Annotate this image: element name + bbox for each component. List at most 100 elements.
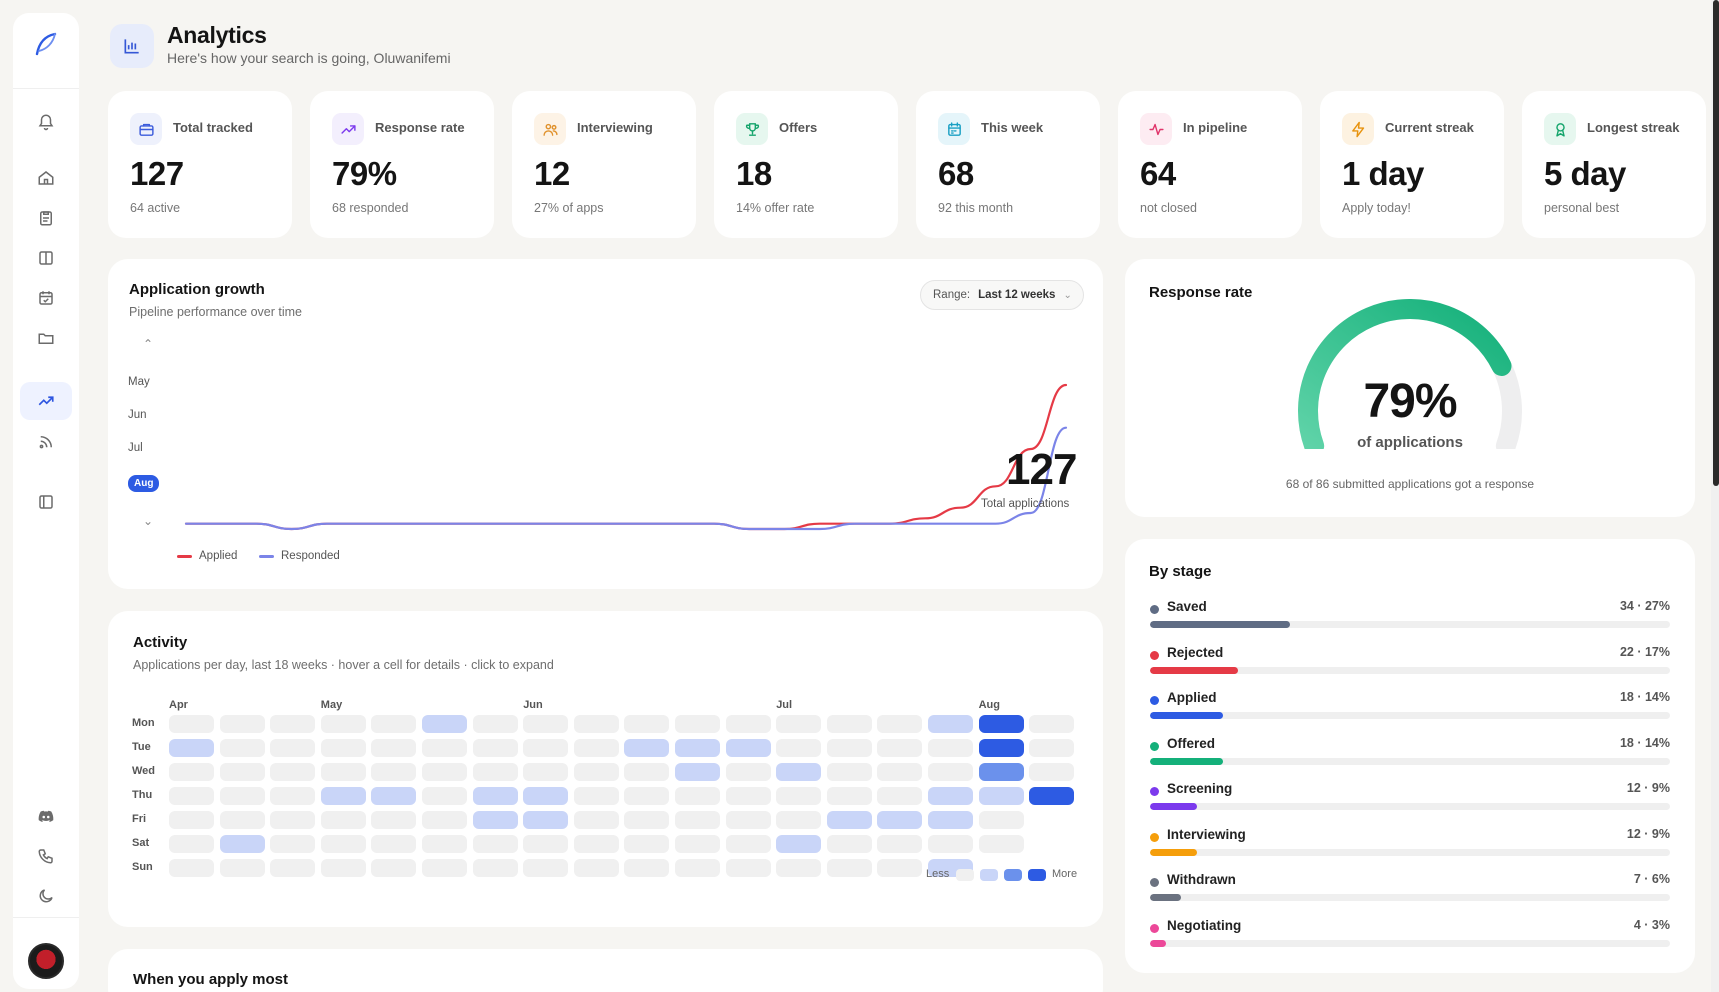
heatmap-cell[interactable] xyxy=(624,787,670,805)
heatmap-cell[interactable] xyxy=(776,811,822,829)
sidebar-item-board[interactable] xyxy=(20,239,72,277)
heatmap-cell[interactable] xyxy=(624,811,670,829)
heatmap-cell[interactable] xyxy=(422,811,467,829)
heatmap-cell[interactable] xyxy=(675,811,720,829)
sidebar-item-analytics[interactable] xyxy=(20,382,72,420)
heatmap-cell[interactable] xyxy=(928,763,973,781)
month-option[interactable]: Jul xyxy=(128,442,143,454)
heatmap-cell[interactable] xyxy=(725,811,771,829)
heatmap-cell[interactable] xyxy=(422,739,467,757)
heatmap-cell[interactable] xyxy=(573,811,619,829)
sidebar-item-home[interactable] xyxy=(20,159,72,197)
stage-row[interactable]: Negotiating 4 · 3% xyxy=(1150,918,1670,958)
heatmap-cell[interactable] xyxy=(523,715,569,733)
heatmap-cell[interactable] xyxy=(624,739,670,757)
heatmap-cell[interactable] xyxy=(624,859,670,877)
range-select[interactable]: Range: Last 12 weeks ⌄ xyxy=(920,280,1084,310)
heatmap-cell[interactable] xyxy=(270,859,316,877)
heatmap-cell[interactable] xyxy=(320,811,366,829)
heatmap-cell[interactable] xyxy=(270,763,316,781)
scrollbar-track[interactable] xyxy=(1711,0,1719,992)
heatmap-cell[interactable] xyxy=(978,835,1024,853)
heatmap-cell[interactable] xyxy=(978,715,1024,733)
heatmap-cell[interactable] xyxy=(472,763,518,781)
heatmap-cell[interactable] xyxy=(371,859,417,877)
heatmap-cell[interactable] xyxy=(371,739,417,757)
heatmap-cell[interactable] xyxy=(877,811,923,829)
heatmap-cell[interactable] xyxy=(978,811,1024,829)
sidebar-item-clipboard[interactable] xyxy=(20,199,72,237)
heatmap-cell[interactable] xyxy=(1029,715,1075,733)
heatmap-cell[interactable] xyxy=(776,859,822,877)
heatmap-cell[interactable] xyxy=(219,835,265,853)
heatmap-cell[interactable] xyxy=(725,715,771,733)
heatmap-cell[interactable] xyxy=(1029,787,1075,805)
heatmap-cell[interactable] xyxy=(573,739,619,757)
heatmap-cell[interactable] xyxy=(472,715,518,733)
heatmap-cell[interactable] xyxy=(472,859,518,877)
heatmap-cell[interactable] xyxy=(472,811,518,829)
heatmap-cell[interactable] xyxy=(573,835,619,853)
heatmap-cell[interactable] xyxy=(826,787,872,805)
heatmap-cell[interactable] xyxy=(320,715,366,733)
heatmap-cell[interactable] xyxy=(624,763,670,781)
heatmap-cell[interactable] xyxy=(877,763,923,781)
sidebar-toggle-icon[interactable] xyxy=(20,483,72,521)
heatmap-cell[interactable] xyxy=(472,787,518,805)
heatmap-cell[interactable] xyxy=(725,859,771,877)
heatmap-cell[interactable] xyxy=(169,763,214,781)
heatmap-cell[interactable] xyxy=(675,739,720,757)
heatmap-cell[interactable] xyxy=(219,739,265,757)
heatmap-cell[interactable] xyxy=(776,715,822,733)
heatmap-cell[interactable] xyxy=(725,763,771,781)
heatmap-cell[interactable] xyxy=(826,811,872,829)
heatmap-cell[interactable] xyxy=(624,715,670,733)
stage-row[interactable]: Rejected 22 · 17% xyxy=(1150,645,1670,685)
heatmap-cell[interactable] xyxy=(320,835,366,853)
heatmap-cell[interactable] xyxy=(422,859,467,877)
stage-row[interactable]: Interviewing 12 · 9% xyxy=(1150,827,1670,867)
heatmap-cell[interactable] xyxy=(928,811,973,829)
sidebar-item-folder[interactable] xyxy=(20,319,72,357)
heatmap-cell[interactable] xyxy=(725,835,771,853)
discord-icon[interactable] xyxy=(20,797,72,835)
stage-row[interactable]: Applied 18 · 14% xyxy=(1150,690,1670,730)
heatmap-cell[interactable] xyxy=(826,859,872,877)
sidebar-item-calendar[interactable] xyxy=(20,279,72,317)
heatmap-cell[interactable] xyxy=(826,835,872,853)
heatmap-cell[interactable] xyxy=(877,715,923,733)
heatmap-cell[interactable] xyxy=(169,739,214,757)
heatmap-cell[interactable] xyxy=(877,787,923,805)
heatmap-cell[interactable] xyxy=(523,739,569,757)
heatmap-cell[interactable] xyxy=(219,811,265,829)
heatmap-cell[interactable] xyxy=(371,835,417,853)
stage-row[interactable]: Offered 18 · 14% xyxy=(1150,736,1670,776)
heatmap-cell[interactable] xyxy=(675,787,720,805)
heatmap-cell[interactable] xyxy=(928,835,973,853)
heatmap-cell[interactable] xyxy=(523,787,569,805)
month-option[interactable]: May xyxy=(128,376,150,388)
heatmap-cell[interactable] xyxy=(169,715,214,733)
heatmap-cell[interactable] xyxy=(320,739,366,757)
heatmap-cell[interactable] xyxy=(371,715,417,733)
heatmap-cell[interactable] xyxy=(675,715,720,733)
heatmap-cell[interactable] xyxy=(573,763,619,781)
heatmap-cell[interactable] xyxy=(270,787,316,805)
month-up-chevron-icon[interactable]: ⌃ xyxy=(143,337,154,351)
heatmap-cell[interactable] xyxy=(472,739,518,757)
heatmap-cell[interactable] xyxy=(573,859,619,877)
heatmap-cell[interactable] xyxy=(928,787,973,805)
heatmap-cell[interactable] xyxy=(422,835,467,853)
heatmap-cell[interactable] xyxy=(826,739,872,757)
heatmap-cell[interactable] xyxy=(523,811,569,829)
heatmap-cell[interactable] xyxy=(270,811,316,829)
heatmap-cell[interactable] xyxy=(320,859,366,877)
heatmap-cell[interactable] xyxy=(169,787,214,805)
heatmap-cell[interactable] xyxy=(928,739,973,757)
heatmap-cell[interactable] xyxy=(523,835,569,853)
app-logo-icon[interactable] xyxy=(33,31,59,57)
heatmap-cell[interactable] xyxy=(320,787,366,805)
heatmap-cell[interactable] xyxy=(422,715,467,733)
heatmap-cell[interactable] xyxy=(725,787,771,805)
heatmap-cell[interactable] xyxy=(826,715,872,733)
